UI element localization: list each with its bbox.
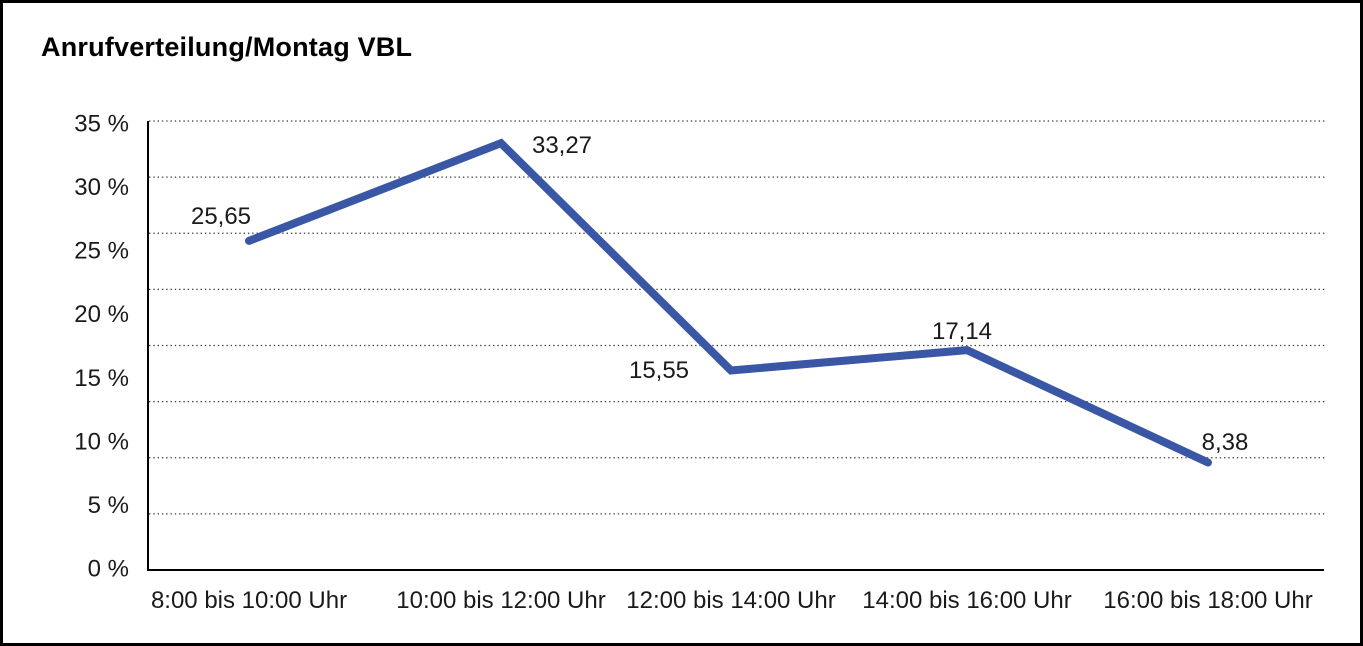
- y-axis-tick-label: 30 %: [74, 174, 129, 201]
- x-axis-category-label: 8:00 bis 10:00 Uhr: [151, 587, 347, 614]
- data-point-label: 17,14: [932, 318, 992, 345]
- y-axis-tick-label: 5 %: [88, 492, 129, 519]
- x-axis-category-label: 16:00 bis 18:00 Uhr: [1103, 587, 1312, 614]
- y-axis-tick-label: 15 %: [74, 365, 129, 392]
- y-axis-tick-label: 10 %: [74, 428, 129, 455]
- data-point-label: 33,27: [532, 132, 592, 159]
- x-axis-category-label: 14:00 bis 16:00 Uhr: [862, 587, 1071, 614]
- data-point-label: 25,65: [191, 203, 251, 230]
- data-point-label: 8,38: [1202, 429, 1249, 456]
- y-axis-tick-label: 35 %: [74, 111, 129, 138]
- data-point-label: 15,55: [629, 357, 689, 384]
- y-axis-tick-label: 20 %: [74, 301, 129, 328]
- chart-title: Anrufverteilung/Montag VBL: [41, 32, 413, 62]
- series-line: [245, 138, 1212, 467]
- y-axis-tick-label: 25 %: [74, 238, 129, 265]
- x-axis-category-label: 12:00 bis 14:00 Uhr: [626, 587, 835, 614]
- line-chart: 35 % 30 % 25 % 20 % 15 % 10 % 5 % 0 % 8:00 bis 1…: [74, 111, 1326, 614]
- y-axis-tick-label: 0 %: [88, 556, 129, 583]
- x-axis-category-label: 10:00 bis 12:00 Uhr: [396, 587, 605, 614]
- axis-lines: [147, 121, 1324, 571]
